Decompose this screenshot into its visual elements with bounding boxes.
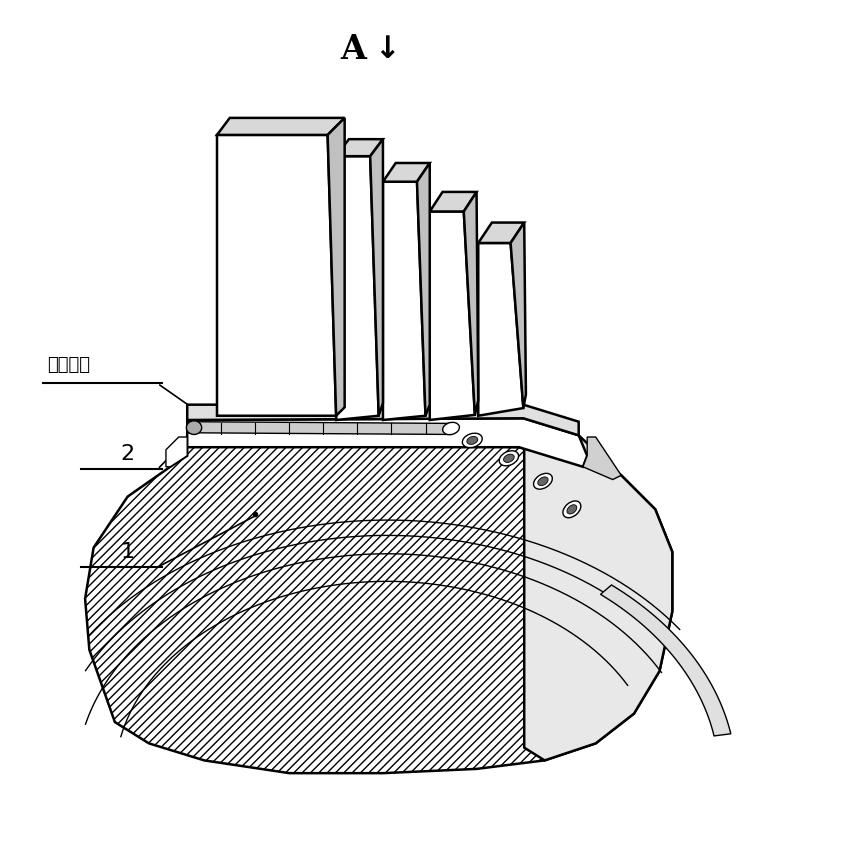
Polygon shape (478, 243, 523, 416)
Polygon shape (383, 163, 430, 182)
Ellipse shape (443, 423, 460, 434)
Ellipse shape (462, 433, 483, 447)
Ellipse shape (186, 421, 202, 434)
Text: ↓: ↓ (374, 35, 400, 64)
Polygon shape (217, 135, 336, 416)
Polygon shape (601, 585, 731, 736)
Ellipse shape (567, 505, 577, 514)
Polygon shape (383, 182, 426, 420)
Text: 1: 1 (121, 542, 134, 562)
Polygon shape (430, 192, 477, 212)
Text: A: A (340, 33, 366, 66)
Polygon shape (187, 422, 451, 434)
Polygon shape (166, 437, 187, 467)
Polygon shape (478, 223, 524, 243)
Polygon shape (187, 418, 587, 467)
Polygon shape (524, 420, 672, 760)
Polygon shape (583, 437, 621, 480)
Polygon shape (511, 223, 526, 408)
Text: 2: 2 (121, 444, 134, 464)
Polygon shape (85, 437, 672, 773)
Polygon shape (430, 212, 475, 420)
Polygon shape (464, 192, 478, 415)
Ellipse shape (504, 454, 514, 463)
Text: 两头扩孔: 两头扩孔 (47, 356, 90, 374)
Polygon shape (336, 139, 383, 156)
Ellipse shape (538, 476, 548, 486)
Ellipse shape (500, 451, 518, 466)
Polygon shape (417, 163, 430, 416)
Polygon shape (187, 405, 579, 435)
Polygon shape (217, 118, 345, 135)
Polygon shape (370, 139, 383, 416)
Ellipse shape (534, 473, 552, 489)
Polygon shape (336, 156, 379, 420)
Polygon shape (328, 118, 345, 416)
Ellipse shape (563, 501, 581, 518)
Ellipse shape (467, 436, 477, 445)
